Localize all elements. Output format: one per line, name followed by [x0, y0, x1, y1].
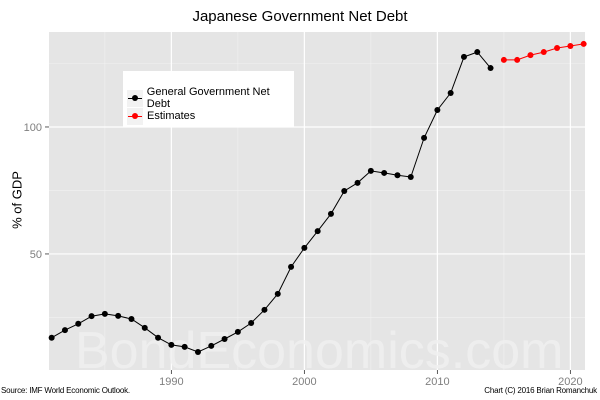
data-series — [48, 40, 587, 355]
data-point — [88, 313, 95, 320]
data-point — [288, 263, 295, 270]
data-point — [155, 334, 162, 341]
data-point — [327, 210, 334, 217]
x-tick-label: 2020 — [558, 376, 582, 388]
legend: General Government Net Debt Estimates — [123, 71, 294, 127]
x-tick-label: 2010 — [425, 376, 449, 388]
x-tick-label: 2000 — [292, 376, 316, 388]
data-point — [141, 324, 148, 331]
data-point — [394, 172, 401, 179]
data-point — [181, 343, 188, 350]
data-point — [487, 65, 494, 72]
data-point — [474, 49, 481, 56]
y-tick-label: 100 — [24, 122, 42, 134]
data-point — [301, 244, 308, 251]
data-point — [460, 53, 467, 60]
data-point — [274, 290, 281, 297]
source-note: Source: IMF World Economic Outlook. — [1, 386, 130, 395]
data-point — [115, 312, 122, 319]
axes: 50 100 1990 2000 2010 2020 — [24, 122, 583, 388]
data-point — [580, 40, 587, 47]
data-point — [75, 320, 82, 327]
legend-key-black-line-icon — [127, 89, 143, 107]
x-tick-label: 1990 — [159, 376, 183, 388]
data-point — [101, 310, 108, 317]
data-point — [367, 167, 374, 174]
data-point — [194, 348, 201, 355]
data-point — [421, 134, 428, 141]
chart-title: Japanese Government Net Debt — [192, 8, 408, 25]
data-point — [500, 56, 507, 63]
copyright-note: Chart (C) 2016 Brian Romanchuk — [484, 386, 597, 395]
data-point — [128, 315, 135, 322]
data-point — [314, 228, 321, 235]
legend-item-estimates: Estimates — [127, 107, 195, 125]
data-point — [48, 334, 55, 341]
data-point — [434, 106, 441, 113]
data-point — [540, 49, 547, 56]
y-tick-label: 50 — [30, 249, 42, 261]
data-point — [381, 169, 388, 176]
data-point — [248, 320, 255, 327]
data-point — [168, 341, 175, 348]
data-point — [447, 89, 454, 96]
watermark: BondEconomics.com — [75, 322, 563, 380]
series-line-0 — [51, 51, 491, 353]
data-point — [61, 327, 68, 334]
legend-label: General Government Net Debt — [146, 86, 270, 110]
data-point — [261, 306, 268, 313]
legend-label: Estimates — [147, 110, 196, 122]
legend-key-red-line-icon — [127, 107, 143, 125]
data-point — [567, 42, 574, 49]
legend-item-net-debt: General Government Net Debt — [127, 86, 294, 110]
data-point — [354, 179, 361, 186]
y-axis-label: % of GDP — [9, 171, 25, 229]
data-point — [221, 336, 228, 343]
data-point — [407, 174, 414, 181]
data-point — [554, 44, 561, 51]
data-point — [341, 187, 348, 194]
data-point — [208, 342, 215, 349]
data-point — [514, 56, 521, 63]
data-point — [234, 328, 241, 335]
data-point — [527, 52, 534, 59]
